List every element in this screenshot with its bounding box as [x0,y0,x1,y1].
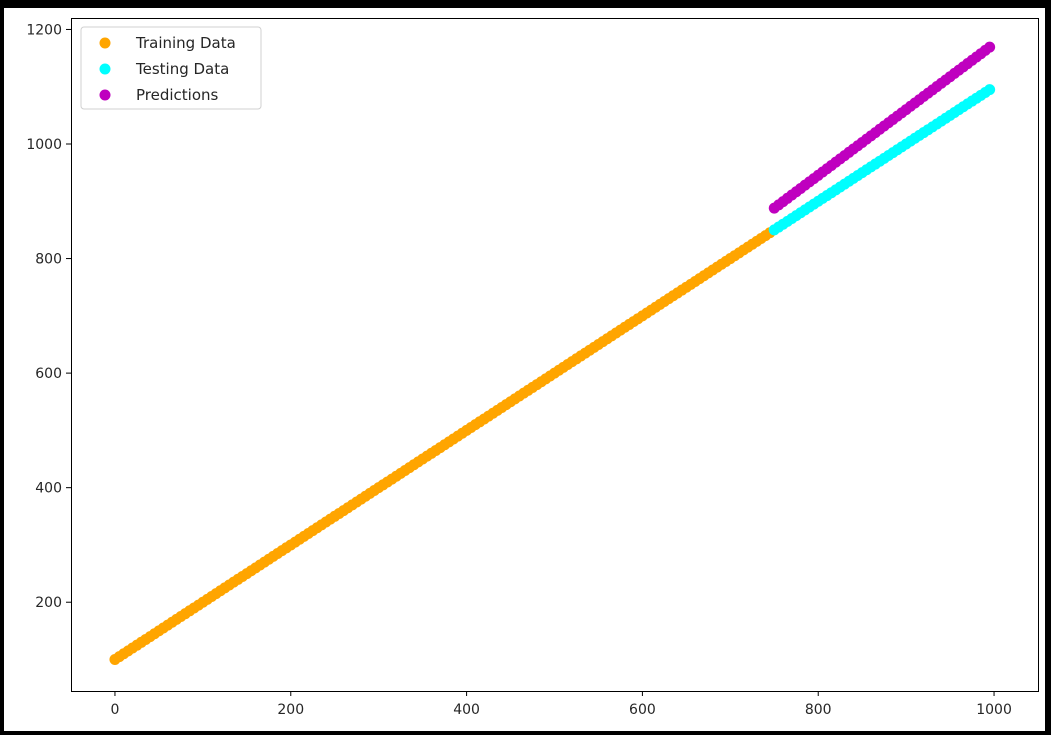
y-tick-label: 800 [35,252,62,268]
legend-marker [99,63,111,75]
series-testing-data [768,84,996,236]
axes-frame [71,18,1039,692]
data-point [984,84,996,96]
legend: Training Data Testing Data Predictions [80,26,262,110]
y-tick-label: 400 [35,481,62,497]
x-tick-label: 200 [277,702,304,718]
legend-marker [99,89,111,101]
y-tick-label: 600 [35,366,62,382]
y-tick-label: 1200 [26,22,62,38]
x-tick-label: 600 [629,702,656,718]
chart-canvas: 0 200 400 600 800 1000 200 400 600 800 1000 1200 Tr… [4,8,1045,731]
legend-label: Training Data [135,34,236,52]
legend-marker [99,37,111,49]
y-tick-label: 1000 [26,137,62,153]
ticks-layer: 0 200 400 600 800 1000 200 400 600 800 1000 1200 [26,22,1012,718]
scatter-chart: 0 200 400 600 800 1000 200 400 600 800 1000 1200 Tr… [26,18,1039,718]
series-predictions [768,41,996,214]
x-tick-label: 0 [110,702,119,718]
x-tick-label: 400 [453,702,480,718]
legend-label: Predictions [136,86,219,104]
legend-label: Testing Data [135,60,229,78]
data-point [984,41,996,53]
x-tick-label: 1000 [976,702,1012,718]
legend-box [80,26,262,110]
y-tick-label: 200 [35,595,62,611]
points-layer [109,41,996,665]
x-tick-label: 800 [805,702,832,718]
series-training-data [109,227,776,665]
